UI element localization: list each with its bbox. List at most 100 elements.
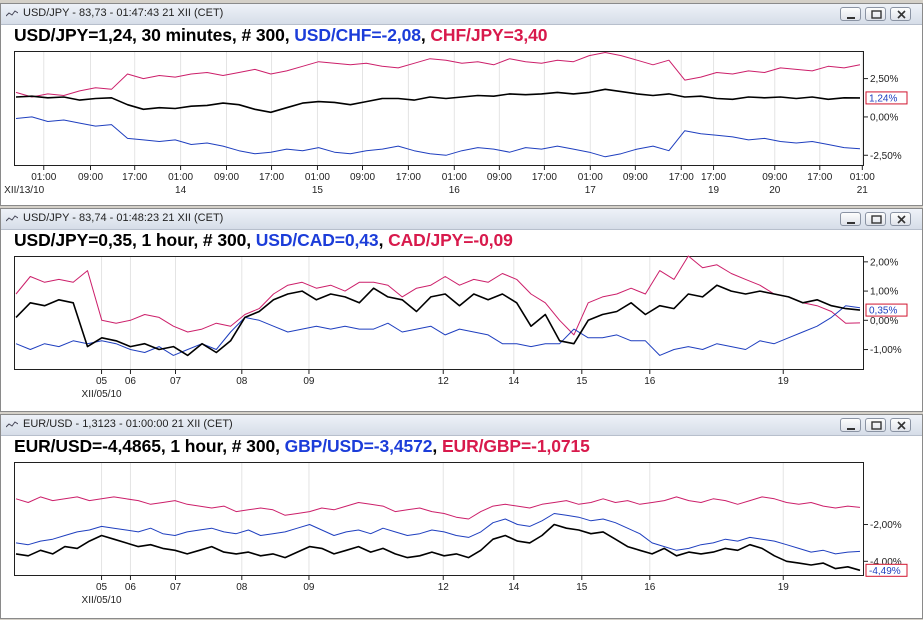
y-tick-label: 1,00%: [870, 287, 898, 298]
minimize-button[interactable]: [840, 7, 861, 21]
heading-series-2: USD/CHF=-2,08: [294, 25, 421, 45]
current-value-tag: [865, 91, 908, 105]
series-line-chf-jpy: [15, 52, 861, 98]
x-tick-label: 17:00: [669, 172, 694, 183]
x-tick-label: 17:00: [396, 172, 421, 183]
series-line-gbp-usd: [15, 513, 861, 555]
date-label: 19: [708, 185, 720, 196]
close-button[interactable]: [890, 7, 911, 21]
x-tick-label: 19: [778, 582, 790, 593]
heading-separator: ,: [378, 230, 389, 250]
window-titlebar[interactable]: EUR/USD - 1,3123 - 01:00:00 21 XII (CET): [1, 415, 922, 436]
date-label: 14: [175, 185, 187, 196]
heading-separator: ,: [432, 436, 442, 456]
close-icon: [897, 10, 906, 19]
chart-window-1: USD/JPY - 83,73 - 01:47:43 21 XII (CET) …: [0, 3, 923, 206]
window-title: USD/JPY - 83,74 - 01:48:23 21 XII (CET): [23, 212, 224, 224]
minimize-button[interactable]: [840, 212, 861, 226]
maximize-button[interactable]: [865, 212, 886, 226]
x-tick-label: 01:00: [305, 172, 330, 183]
y-tick-label: -2,50%: [870, 151, 902, 162]
minimize-icon: [847, 222, 855, 224]
minimize-icon: [847, 17, 855, 19]
y-tick-label: -1,00%: [870, 345, 902, 356]
window-titlebar[interactable]: USD/JPY - 83,74 - 01:48:23 21 XII (CET): [1, 209, 922, 230]
x-tick-label: 15: [576, 582, 588, 593]
window-title: EUR/USD - 1,3123 - 01:00:00 21 XII (CET): [23, 418, 233, 430]
chart-icon: [6, 421, 18, 428]
x-tick-label: 09: [303, 376, 315, 387]
y-tick-label: 2,00%: [870, 257, 898, 268]
price-chart[interactable]: -2,00% -4,00%-4,49% 05 06 07 08 09 12 14 15 16 19 XI…: [1, 415, 923, 620]
heading-series-2: USD/CAD=0,43: [255, 230, 379, 250]
x-tick-label: 17:00: [701, 172, 726, 183]
maximize-icon: [871, 421, 882, 430]
price-chart[interactable]: 2,50% 0,00% -2,50% 1,24% 01:00 09:00 17:00 01:0…: [1, 4, 923, 207]
x-tick-label: 09:00: [78, 172, 103, 183]
y-tick-label: 0,00%: [870, 112, 898, 123]
minimize-button[interactable]: [840, 418, 861, 432]
chart-heading: EUR/USD=-4,4865, 1 hour, # 300, GBP/USD=…: [14, 436, 590, 457]
x-tick-label: 06: [125, 582, 137, 593]
current-value-tag: [865, 563, 908, 577]
series-line-usd-chf: [15, 116, 861, 158]
price-chart[interactable]: 2,00% 1,00% 0,00% -1,00% 0,35% 05 06 07 08 09 12 14…: [1, 209, 923, 413]
chart-window-3: EUR/USD - 1,3123 - 01:00:00 21 XII (CET)…: [0, 414, 923, 619]
heading-primary: USD/JPY=1,24, 30 minutes, # 300,: [14, 25, 295, 45]
x-tick-label: 12: [438, 376, 450, 387]
heading-series-2: GBP/USD=-3,4572: [284, 436, 433, 456]
x-tick-label: 01:00: [578, 172, 603, 183]
maximize-button[interactable]: [865, 418, 886, 432]
x-tick-label: 05: [96, 376, 108, 387]
x-tick-label: 17:00: [807, 172, 832, 183]
series-line-usd-jpy: [15, 88, 861, 114]
date-label: 20: [769, 185, 781, 196]
window-title: USD/JPY - 83,73 - 01:47:43 21 XII (CET): [23, 7, 224, 19]
chart-icon: [6, 215, 18, 222]
x-tick-label: 16: [644, 376, 656, 387]
x-tick-label: 01:00: [442, 172, 467, 183]
x-tick-label: 17:00: [532, 172, 557, 183]
close-button[interactable]: [890, 212, 911, 226]
heading-separator: ,: [420, 25, 431, 45]
y-tick-label: 0,00%: [870, 316, 898, 327]
x-tick-label: 06: [125, 376, 137, 387]
x-tick-label: 09:00: [487, 172, 512, 183]
date-label: XII/05/10: [82, 389, 122, 400]
date-label: 16: [449, 185, 461, 196]
x-tick-label: 01:00: [168, 172, 193, 183]
x-tick-label: 09:00: [214, 172, 239, 183]
close-icon: [897, 421, 906, 430]
x-tick-label: 19: [778, 376, 790, 387]
heading-series-3: CHF/JPY=3,40: [430, 25, 548, 45]
date-label: 21: [857, 185, 869, 196]
x-tick-label: 08: [236, 582, 248, 593]
series-line-eur-usd: [15, 523, 861, 572]
heading-primary: USD/JPY=0,35, 1 hour, # 300,: [14, 230, 256, 250]
plot-area: [14, 256, 864, 370]
x-tick-label: 16: [644, 582, 656, 593]
close-icon: [897, 215, 906, 224]
heading-series-3: EUR/GBP=-1,0715: [441, 436, 590, 456]
close-button[interactable]: [890, 418, 911, 432]
minimize-icon: [847, 428, 855, 430]
chart-icon: [6, 10, 18, 17]
plot-area: [14, 462, 864, 576]
x-tick-label: 05: [96, 582, 108, 593]
date-label: XII/05/10: [82, 595, 122, 606]
series-line-cad-jpy: [15, 255, 861, 336]
series-line-usd-cad: [15, 305, 861, 356]
x-tick-label: 09:00: [762, 172, 787, 183]
maximize-button[interactable]: [865, 7, 886, 21]
chart-heading: USD/JPY=1,24, 30 minutes, # 300, USD/CHF…: [14, 25, 547, 46]
chart-window-2: USD/JPY - 83,74 - 01:48:23 21 XII (CET) …: [0, 208, 923, 412]
x-tick-label: 09: [303, 582, 315, 593]
x-tick-label: 09:00: [350, 172, 375, 183]
current-value-label: -4,49%: [869, 566, 901, 577]
x-tick-label: 09:00: [623, 172, 648, 183]
series-line-eur-gbp: [15, 496, 861, 520]
heading-series-3: CAD/JPY=-0,09: [388, 230, 513, 250]
current-value-label: 1,24%: [869, 93, 897, 104]
window-titlebar[interactable]: USD/JPY - 83,73 - 01:47:43 21 XII (CET): [1, 4, 922, 25]
maximize-icon: [871, 10, 882, 19]
